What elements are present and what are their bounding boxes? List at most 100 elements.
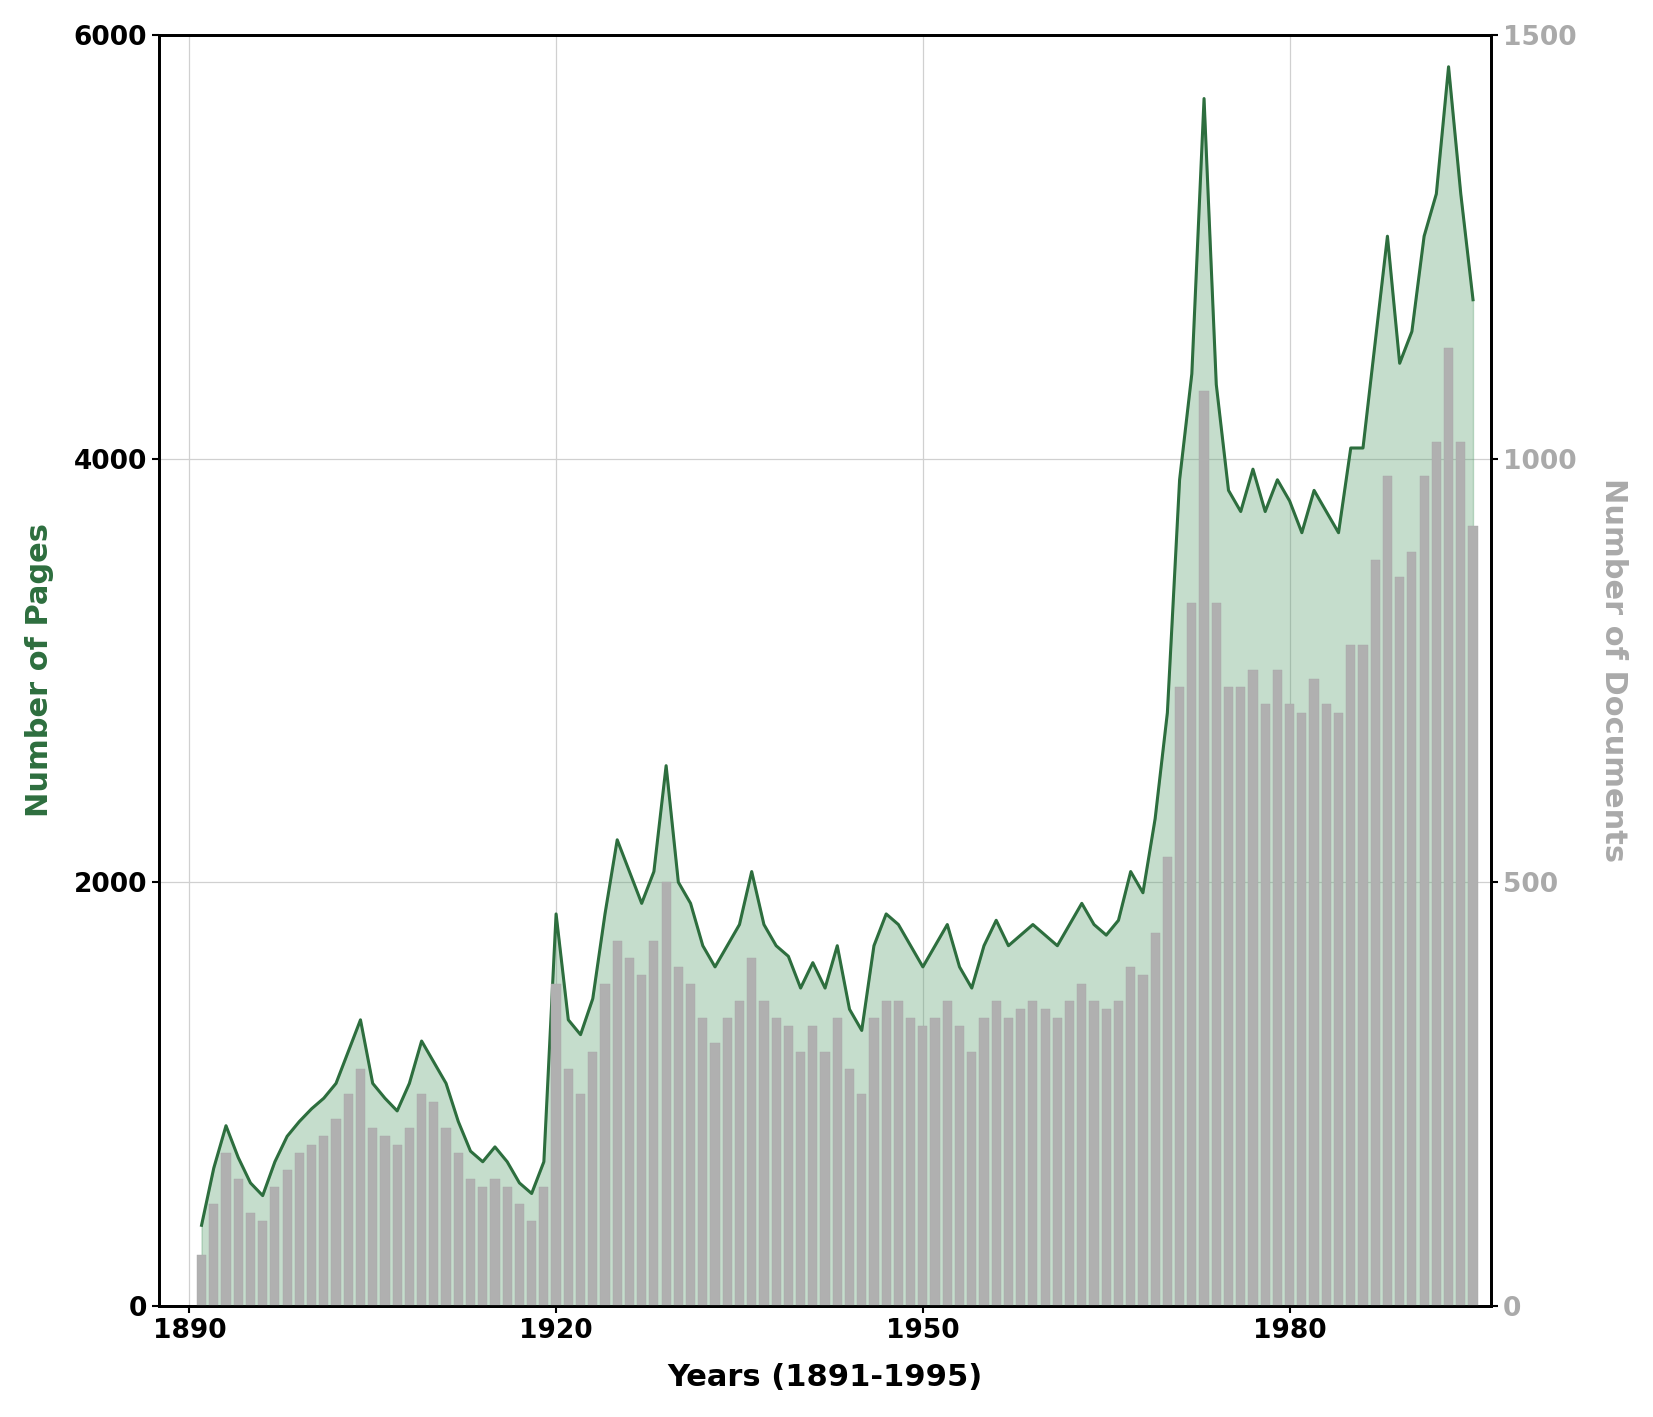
Bar bbox=[1040, 1009, 1050, 1305]
Bar bbox=[820, 1051, 830, 1305]
Bar bbox=[441, 1128, 451, 1305]
Bar bbox=[369, 1128, 377, 1305]
Y-axis label: Number of Documents: Number of Documents bbox=[1598, 479, 1628, 863]
Bar bbox=[650, 941, 658, 1305]
Bar bbox=[858, 1094, 866, 1305]
Bar bbox=[1395, 577, 1405, 1305]
Bar bbox=[1017, 1009, 1025, 1305]
Bar bbox=[1431, 442, 1441, 1305]
Bar bbox=[453, 1153, 463, 1305]
Bar bbox=[1139, 975, 1147, 1305]
Bar bbox=[332, 1119, 341, 1305]
Bar bbox=[210, 1204, 218, 1305]
Bar bbox=[271, 1187, 279, 1305]
Bar bbox=[430, 1102, 438, 1305]
Bar bbox=[564, 1068, 574, 1305]
Bar bbox=[1261, 704, 1270, 1305]
Bar bbox=[894, 1000, 903, 1305]
Bar bbox=[1175, 687, 1184, 1305]
Bar bbox=[1053, 1017, 1061, 1305]
Bar bbox=[1359, 645, 1367, 1305]
X-axis label: Years (1891-1995): Years (1891-1995) bbox=[668, 1363, 982, 1391]
Bar bbox=[1445, 349, 1453, 1305]
Bar bbox=[392, 1145, 402, 1305]
Bar bbox=[1384, 476, 1392, 1305]
Bar bbox=[355, 1068, 365, 1305]
Bar bbox=[197, 1255, 207, 1305]
Bar bbox=[1273, 670, 1283, 1305]
Bar bbox=[1114, 1000, 1122, 1305]
Bar bbox=[258, 1221, 268, 1305]
Bar bbox=[319, 1136, 329, 1305]
Bar bbox=[1284, 704, 1294, 1305]
Bar bbox=[1101, 1009, 1111, 1305]
Bar bbox=[869, 1017, 878, 1305]
Bar bbox=[380, 1136, 390, 1305]
Bar bbox=[625, 958, 635, 1305]
Bar bbox=[881, 1000, 891, 1305]
Bar bbox=[906, 1017, 916, 1305]
Bar bbox=[1212, 602, 1222, 1305]
Bar bbox=[797, 1051, 805, 1305]
Bar bbox=[919, 1026, 927, 1305]
Y-axis label: Number of Pages: Number of Pages bbox=[25, 523, 55, 818]
Bar bbox=[698, 1017, 707, 1305]
Bar bbox=[417, 1094, 426, 1305]
Bar bbox=[344, 1094, 352, 1305]
Bar bbox=[491, 1179, 499, 1305]
Bar bbox=[1223, 687, 1233, 1305]
Bar bbox=[808, 1026, 817, 1305]
Bar bbox=[1078, 983, 1086, 1305]
Bar bbox=[552, 983, 560, 1305]
Bar bbox=[1298, 713, 1306, 1305]
Bar bbox=[722, 1017, 732, 1305]
Bar bbox=[283, 1170, 291, 1305]
Bar bbox=[736, 1000, 744, 1305]
Bar bbox=[711, 1043, 719, 1305]
Bar bbox=[747, 958, 757, 1305]
Bar bbox=[613, 941, 622, 1305]
Bar bbox=[1322, 704, 1331, 1305]
Bar bbox=[1456, 442, 1465, 1305]
Bar bbox=[674, 966, 683, 1305]
Bar bbox=[514, 1204, 524, 1305]
Bar bbox=[466, 1179, 474, 1305]
Bar bbox=[784, 1026, 793, 1305]
Bar bbox=[1187, 602, 1197, 1305]
Bar bbox=[1126, 966, 1136, 1305]
Bar bbox=[233, 1179, 243, 1305]
Bar bbox=[1334, 713, 1344, 1305]
Bar bbox=[942, 1000, 952, 1305]
Bar bbox=[478, 1187, 488, 1305]
Bar bbox=[405, 1128, 413, 1305]
Bar bbox=[686, 983, 696, 1305]
Bar bbox=[503, 1187, 512, 1305]
Bar bbox=[955, 1026, 964, 1305]
Bar bbox=[1420, 476, 1428, 1305]
Bar bbox=[1200, 391, 1208, 1305]
Bar bbox=[992, 1000, 1000, 1305]
Bar bbox=[294, 1153, 304, 1305]
Bar bbox=[1248, 670, 1258, 1305]
Bar bbox=[1346, 645, 1355, 1305]
Bar bbox=[931, 1017, 939, 1305]
Bar bbox=[539, 1187, 549, 1305]
Bar bbox=[1407, 551, 1417, 1305]
Bar bbox=[979, 1017, 988, 1305]
Bar bbox=[1150, 932, 1160, 1305]
Bar bbox=[636, 975, 646, 1305]
Bar bbox=[1028, 1000, 1038, 1305]
Bar bbox=[1468, 526, 1478, 1305]
Bar bbox=[1065, 1000, 1074, 1305]
Bar bbox=[1162, 857, 1172, 1305]
Bar bbox=[833, 1017, 841, 1305]
Bar bbox=[575, 1094, 585, 1305]
Bar bbox=[1370, 560, 1380, 1305]
Bar bbox=[307, 1145, 316, 1305]
Bar bbox=[588, 1051, 597, 1305]
Bar bbox=[1003, 1017, 1013, 1305]
Bar bbox=[772, 1017, 780, 1305]
Bar bbox=[967, 1051, 977, 1305]
Bar bbox=[845, 1068, 855, 1305]
Bar bbox=[661, 883, 671, 1305]
